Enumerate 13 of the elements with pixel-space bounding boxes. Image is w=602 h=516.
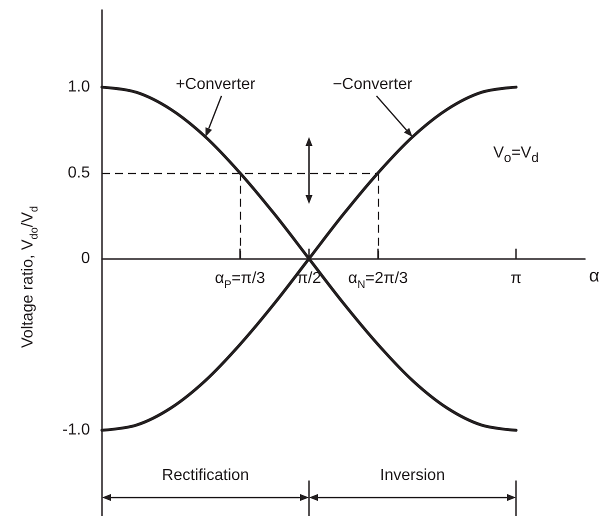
text: −Converter <box>332 76 412 93</box>
annotation: Rectification <box>162 466 250 484</box>
y-axis-title: Voltage ratio, Vdo/Vd <box>20 206 40 348</box>
annotation: V$_{o}$=V$_{d}$ <box>493 144 539 166</box>
x-axis-title: α <box>589 266 600 286</box>
x-tick-label: π <box>510 270 522 288</box>
y-tick-label: 0.5 <box>68 164 90 182</box>
y-tick-label: 1.0 <box>68 78 90 96</box>
y-tick-label: 0 <box>81 250 90 268</box>
y-tick-label: -1.0 <box>62 422 90 439</box>
x-tick-label: π/2 <box>296 270 322 288</box>
series-label: +Converter <box>176 76 256 93</box>
annotation: Inversion <box>380 466 445 484</box>
